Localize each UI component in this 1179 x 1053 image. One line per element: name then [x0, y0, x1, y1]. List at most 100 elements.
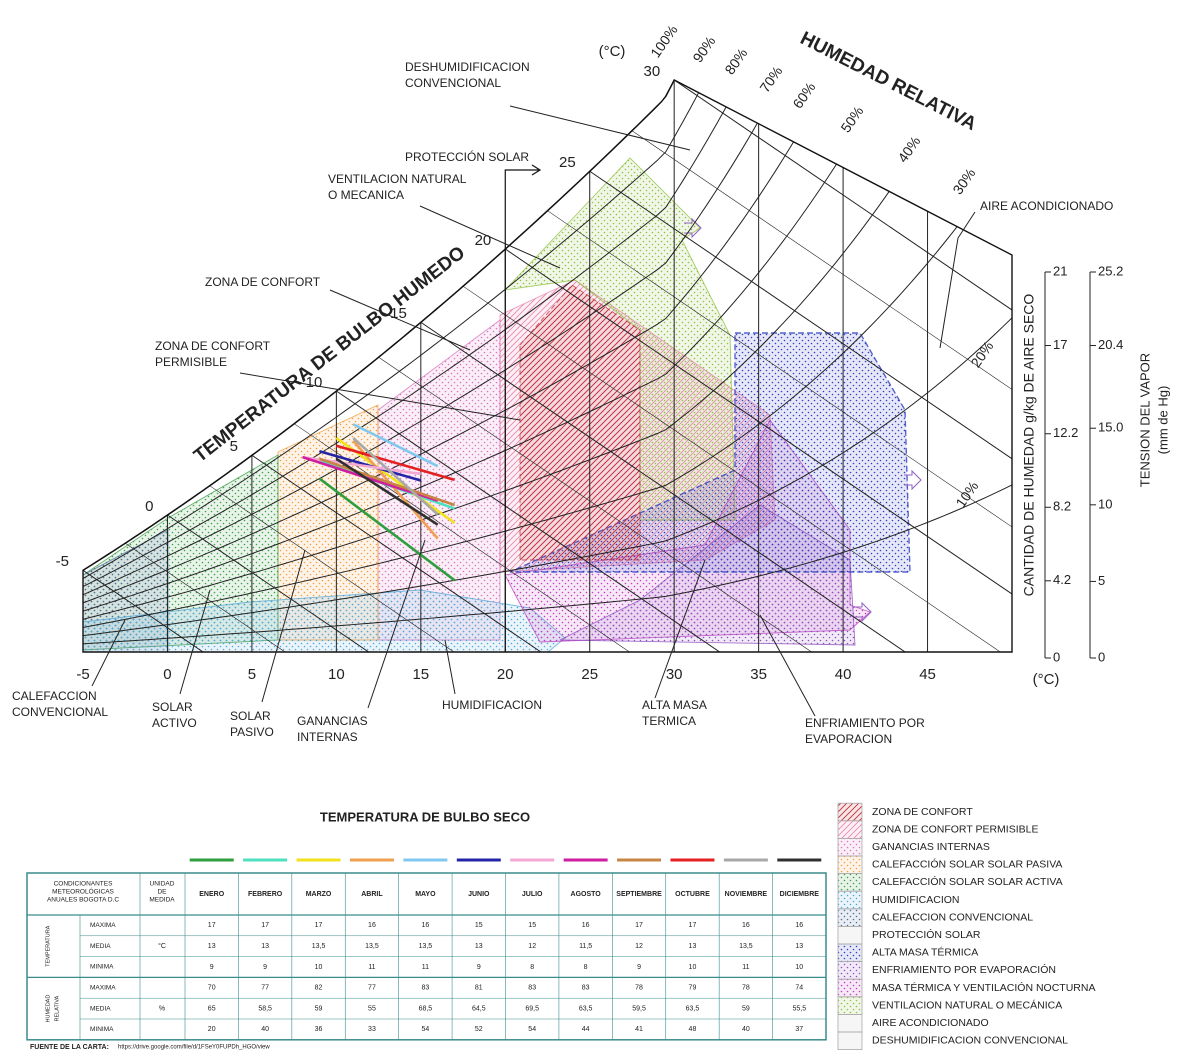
month-line	[352, 437, 439, 516]
table-cell: 82	[315, 985, 323, 992]
table-cell: 41	[635, 1026, 643, 1033]
table-row-label: MINIMA	[90, 1026, 114, 1033]
table-cell: 11,5	[579, 943, 592, 950]
callout-label: EVAPORACION	[805, 732, 892, 746]
legend-label: GANANCIAS INTERNAS	[872, 841, 990, 853]
rh-title: HUMEDAD RELATIVA	[797, 28, 980, 135]
zone-arrow	[904, 469, 922, 491]
table-cell: 9	[263, 964, 267, 971]
table-cell: 64,5	[472, 1005, 486, 1012]
table-cell: 58,5	[258, 1005, 272, 1012]
table-header: MEDIDA	[149, 897, 175, 904]
vapor-axis-title: (mm de Hg)	[1155, 386, 1170, 455]
legend-label: DESHUMIDIFICACION CONVENCIONAL	[872, 1035, 1068, 1047]
table-row-label: MAXIMA	[90, 985, 116, 992]
table-cell: 68,5	[419, 1005, 433, 1012]
table-cell: 8	[584, 964, 588, 971]
callout-leader	[419, 205, 561, 269]
wet-bulb-label: -5	[56, 553, 69, 570]
wet-bulb-line	[251, 454, 542, 652]
table-cell: 83	[528, 985, 536, 992]
table-cell: 17	[261, 922, 269, 929]
zone-arrow	[854, 601, 872, 623]
table-cell: 59	[315, 1005, 323, 1012]
table-cell: 10	[689, 964, 697, 971]
table-cell: 79	[689, 985, 697, 992]
rh-curve	[83, 80, 1012, 596]
table-unit: °C	[158, 942, 166, 950]
axis-tick-label: 0	[1098, 649, 1105, 664]
table-unit: %	[159, 1005, 165, 1012]
zones	[83, 157, 911, 652]
callout-label: GANANCIAS	[297, 714, 368, 728]
table-cell: 40	[742, 1026, 750, 1033]
legend-label: ALTA MASA TÉRMICA	[872, 946, 978, 959]
wet-bulb-line	[209, 485, 455, 652]
zone-11	[503, 157, 736, 521]
wet-bulb-line	[504, 248, 1012, 652]
wet-bulb-label: 5	[230, 438, 238, 455]
table-title: TEMPERATURA DE BULBO SECO	[320, 809, 530, 824]
callout-label: ZONA DE CONFORT	[155, 339, 271, 353]
rh-curve	[83, 317, 1012, 637]
axis-tick-label: 17	[1053, 337, 1067, 352]
frame-border	[82, 79, 1013, 653]
rh-label: 20%	[967, 338, 996, 370]
axis-tick-label: 20.4	[1098, 337, 1123, 352]
callout-label: PASIVO	[230, 725, 274, 739]
legend-label: VENTILACION NATURAL O MECÁNICA	[872, 998, 1062, 1011]
source-label: FUENTE DE LA CARTA:	[30, 1044, 109, 1051]
callout-leader	[759, 614, 816, 717]
table-cell: 55	[368, 1005, 376, 1012]
x-tick-label: 30	[666, 666, 683, 683]
legend-swatch	[837, 996, 863, 1015]
callout-label: INTERNAS	[297, 730, 358, 744]
legend-swatch	[837, 961, 863, 980]
legend-swatch	[837, 890, 863, 910]
table-cell: 9	[210, 964, 214, 971]
rh-label: 100%	[647, 22, 681, 61]
month-header: DICIEMBRE	[780, 891, 820, 898]
callout-leader	[939, 211, 976, 349]
rh-curve	[83, 80, 1012, 579]
rh-label: 10%	[952, 478, 981, 510]
callout-label: AIRE ACONDICIONADO	[980, 199, 1113, 213]
callout-leader	[239, 372, 521, 421]
x-tick-label: 20	[497, 666, 514, 683]
callout-label: CALEFACCION	[12, 689, 97, 703]
legend-label: PROTECCIÓN SOLAR	[872, 928, 981, 941]
legend-swatch	[837, 943, 863, 963]
month-header: NOVIEMBRE	[725, 891, 768, 898]
wet-bulb-line	[673, 80, 1012, 652]
table-row-label: MEDIA	[90, 943, 111, 950]
table-cell: 11	[368, 964, 375, 971]
month-line	[352, 439, 439, 540]
table-cell: 63,5	[579, 1005, 593, 1012]
month-header: ABRIL	[361, 891, 383, 898]
callout-label: SOLAR	[152, 700, 193, 714]
legend-label: HUMIDIFICACION	[872, 894, 960, 906]
bottom-unit: (°C)	[1033, 671, 1060, 688]
axis-tick-label: 10	[1098, 496, 1112, 511]
table-cell: 77	[368, 985, 376, 992]
wet-bulb-label: 10	[306, 374, 323, 391]
x-tick-label: 35	[750, 666, 767, 683]
table-cell: 17	[689, 922, 697, 929]
axis-tick-label: 21	[1053, 263, 1067, 278]
callout-label: TERMICA	[642, 714, 696, 728]
table-cell: 65	[208, 1005, 216, 1012]
table-group: HUMEDAD	[45, 995, 51, 1023]
table-cell: 44	[582, 1026, 590, 1033]
humidity-axis-title: CANTIDAD DE HUMEDAD g/kg DE AIRE SECO	[1021, 294, 1037, 597]
rh-label: 40%	[894, 133, 923, 165]
table-row-label: MEDIA	[90, 1005, 111, 1012]
solar-protection-line	[504, 164, 542, 652]
table-cell: 59,5	[632, 1005, 646, 1012]
axis-tick-label: 5	[1098, 573, 1105, 588]
table-cell: 78	[742, 985, 750, 992]
table-cell: 11	[742, 964, 749, 971]
rh-curve	[83, 80, 1012, 588]
legend-swatch	[837, 838, 863, 857]
table-cell: 13,5	[312, 943, 326, 950]
